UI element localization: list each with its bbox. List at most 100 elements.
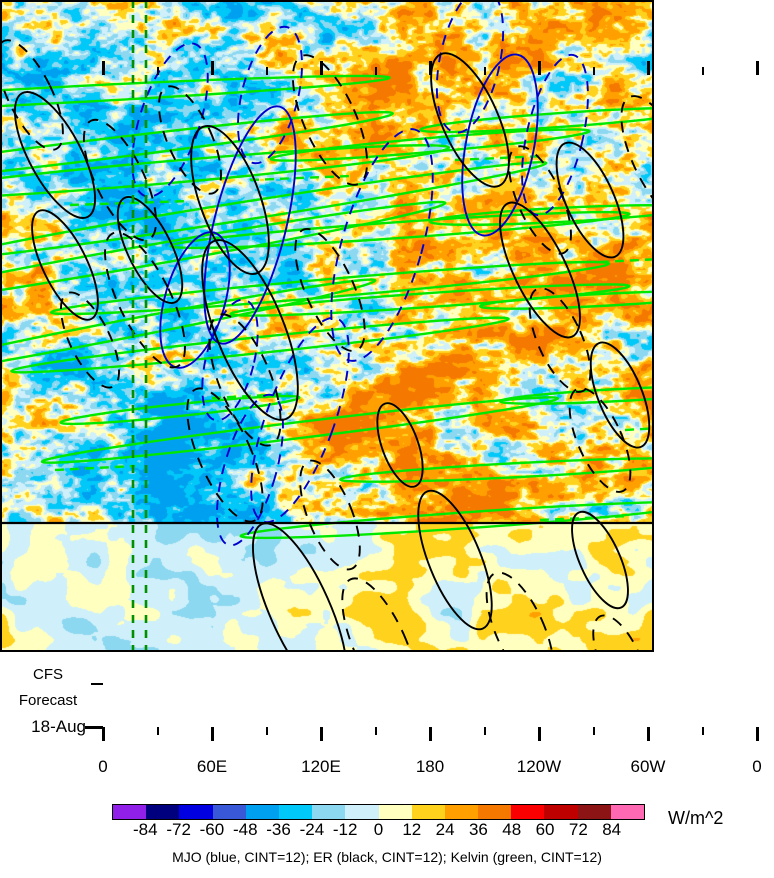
wave-contour <box>651 444 654 555</box>
wave-contour <box>190 125 270 275</box>
colorbar-tick-label: -60 <box>199 820 225 839</box>
wave-contour <box>203 105 297 345</box>
wave-contour <box>528 287 592 393</box>
colorbar-band <box>312 805 346 819</box>
wave-contour <box>599 258 654 264</box>
x-axis-tick-label: 120E <box>301 757 341 776</box>
colorbar-tick-label: -12 <box>332 820 358 839</box>
colorbar-band <box>478 805 512 819</box>
wave-contour <box>252 522 348 652</box>
wave-contour <box>229 283 631 317</box>
x-axis-major-tick <box>210 727 214 741</box>
x-axis-minor-tick <box>592 727 595 735</box>
wave-contour <box>158 85 222 195</box>
colorbar[interactable] <box>112 804 645 820</box>
wave-contour <box>376 402 424 488</box>
wave-contour <box>498 385 654 405</box>
x-axis-major-tick <box>537 727 541 741</box>
wave-contour <box>40 396 560 464</box>
wave-contour <box>555 141 625 259</box>
colorbar-tick-label: -84 <box>133 820 158 839</box>
wave-contour <box>568 387 632 493</box>
x-axis-major-tick <box>428 727 432 741</box>
wave-contour <box>239 500 654 540</box>
colorbar-tick-label: 84 <box>602 820 622 839</box>
wave-contour <box>508 145 572 255</box>
x-axis-major-tick <box>319 727 323 741</box>
x-axis-minor-tick-top <box>483 67 486 75</box>
wave-contour <box>249 174 351 182</box>
x-axis-minor-tick-top <box>374 67 377 75</box>
wave-contour <box>521 53 589 217</box>
plot-area[interactable] <box>0 0 654 652</box>
x-axis-minor-tick <box>701 727 704 735</box>
colorbar-band <box>345 805 379 819</box>
wave-contour <box>299 459 361 571</box>
colorbar-tick-label: -72 <box>166 820 191 839</box>
colorbar-band <box>146 805 180 819</box>
colorbar-tick-label: 48 <box>502 820 522 839</box>
colorbar-units: W/m^2 <box>668 808 724 828</box>
wave-contour <box>49 260 611 316</box>
wave-contour <box>0 200 447 310</box>
y-axis-major-tick <box>85 725 103 729</box>
wave-contour <box>54 464 136 472</box>
x-axis-tick-label: 60W <box>630 757 666 776</box>
x-axis-minor-tick <box>156 727 159 735</box>
x-axis-major-tick-top <box>101 61 105 75</box>
x-axis-major-tick-top <box>755 61 759 75</box>
colorbar-tick-label: -24 <box>299 820 325 839</box>
wave-contour <box>0 74 391 116</box>
wave-contour <box>169 210 631 250</box>
x-axis-tick-label: 120W <box>516 757 562 776</box>
colorbar-band <box>179 805 213 819</box>
x-axis-minor-tick-top <box>265 67 268 75</box>
wave-contour <box>60 291 120 389</box>
cfs-forecast-note-line1: CFS <box>33 666 63 683</box>
wave-contour <box>201 298 259 422</box>
x-axis-minor-tick-top <box>701 67 704 75</box>
wave-contour <box>0 161 548 259</box>
wave-contour <box>294 227 366 353</box>
x-axis-tick-label: 0 <box>752 757 762 776</box>
wave-contour <box>478 290 654 310</box>
colorbar-band <box>444 805 479 819</box>
wave-contour <box>0 278 377 382</box>
wave-contour <box>454 154 546 162</box>
wave-contour <box>0 39 64 151</box>
colorbar-band <box>278 805 313 819</box>
colorbar-tick-label: 60 <box>535 820 555 839</box>
x-axis-major-tick-top <box>428 61 432 75</box>
wave-contour <box>82 118 158 242</box>
x-axis-major-tick <box>646 727 650 741</box>
wave-contour <box>341 577 419 652</box>
wave-contour <box>10 316 510 374</box>
colorbar-tick-label: 24 <box>435 820 455 839</box>
x-axis-major-tick-top <box>210 61 214 75</box>
colorbar-tick-label: -48 <box>232 820 258 839</box>
y-axis-minor-tick <box>91 682 103 685</box>
wave-contour <box>59 394 301 426</box>
wave-contour <box>69 199 191 207</box>
wave-contour <box>116 196 184 304</box>
x-axis-tick-label: 60E <box>196 757 228 776</box>
wave-contour <box>186 387 264 523</box>
colorbar-band <box>610 805 644 819</box>
colorbar-tick-label: -36 <box>266 820 291 839</box>
wave-contour <box>216 393 284 547</box>
wave-contour <box>539 514 631 522</box>
colorbar-tick-label: 72 <box>568 820 588 839</box>
wave-contour <box>201 239 299 421</box>
wave-contour <box>31 209 99 321</box>
x-axis-major-tick-top <box>537 61 541 75</box>
x-axis-tick-label: 180 <box>415 757 445 776</box>
wave-contour <box>104 231 186 369</box>
wave-contour <box>13 91 97 219</box>
wave-contour <box>208 313 282 447</box>
x-axis-minor-tick <box>265 727 268 735</box>
colorbar-band <box>212 805 246 819</box>
y-axis-tick-label: 18-Aug <box>31 717 86 736</box>
wave-contour <box>589 341 651 449</box>
colorbar-band <box>511 805 545 819</box>
